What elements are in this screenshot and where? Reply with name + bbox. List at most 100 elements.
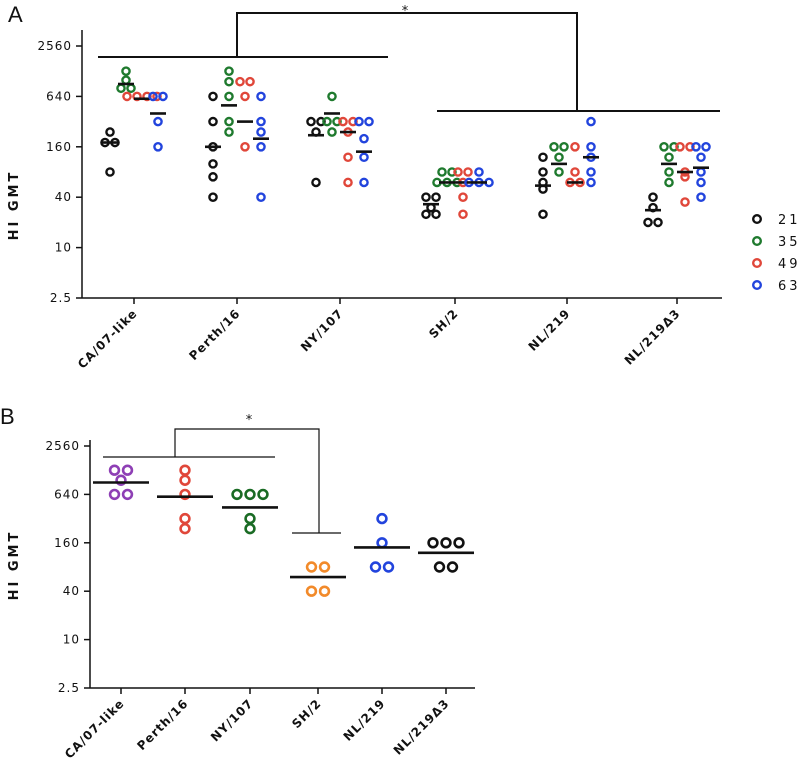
point-series-63 xyxy=(696,177,706,188)
point-darkgreen xyxy=(257,488,269,501)
point-series-35 xyxy=(664,152,674,163)
point-series-63 xyxy=(696,167,706,177)
point-series-49 xyxy=(235,76,245,87)
legend-label-63: 63 xyxy=(778,279,800,294)
category-label: NY/107 xyxy=(208,696,256,744)
point-darkgreen xyxy=(231,488,243,501)
point-series-21 xyxy=(431,209,441,220)
point-red xyxy=(179,464,191,476)
point-series-63 xyxy=(696,192,706,202)
point-series-35 xyxy=(224,116,234,127)
category-label: CA/07-like xyxy=(62,696,127,761)
point-series-63 xyxy=(364,116,374,127)
point-series-49 xyxy=(463,167,473,177)
point-series-21 xyxy=(208,159,218,169)
point-series-21 xyxy=(538,167,548,177)
panel-b-significance: * xyxy=(103,413,341,534)
point-series-63 xyxy=(153,141,163,152)
point-series-35 xyxy=(549,141,559,152)
point-series-49 xyxy=(458,192,468,202)
panel-a-significance: * xyxy=(98,4,720,112)
panel-a-y-ticks: 2560 640 160 40 10 2.5 xyxy=(37,39,72,305)
point-series-35 xyxy=(659,141,669,152)
point-series-35 xyxy=(121,75,131,85)
point-series-21 xyxy=(538,152,548,163)
point-series-49 xyxy=(453,167,463,177)
panel-a-y-title: HI GMT xyxy=(7,170,22,241)
point-purple xyxy=(108,464,121,476)
y-tick-label: 640 xyxy=(46,89,72,103)
point-series-49 xyxy=(245,76,255,87)
point-series-49 xyxy=(348,116,358,127)
point-series-49 xyxy=(343,177,353,188)
point-series-35 xyxy=(332,116,342,127)
point-series-63 xyxy=(158,91,168,102)
point-orange xyxy=(305,585,318,597)
panel-b-points xyxy=(93,464,474,597)
legend-marker-63 xyxy=(752,280,763,291)
point-series-63 xyxy=(701,141,711,152)
point-series-21 xyxy=(105,127,115,137)
point-series-63 xyxy=(359,177,369,188)
point-series-21 xyxy=(311,177,321,188)
y-tick-label: 160 xyxy=(54,536,80,550)
point-series-63 xyxy=(474,167,484,177)
category-label: SH/2 xyxy=(426,306,461,341)
point-series-35 xyxy=(327,127,337,137)
point-series-63 xyxy=(359,152,369,163)
panel-b: B HI GMT 2560 640 160 40 10 2.5 CA/07-like Per… xyxy=(0,404,475,761)
point-series-35 xyxy=(554,167,564,177)
point-series-21 xyxy=(208,91,218,102)
point-purple xyxy=(108,488,121,501)
point-black xyxy=(446,561,459,573)
y-tick-label: 40 xyxy=(55,190,72,204)
point-series-63 xyxy=(256,127,266,137)
panel-a-category-labels: CA/07-like Perth/16 NY/107 SH/2 NL/219 NL/219… xyxy=(75,306,683,371)
point-series-21 xyxy=(105,167,115,177)
point-series-21 xyxy=(316,116,326,127)
category-label: CA/07-like xyxy=(75,306,140,371)
legend-label-35: 35 xyxy=(778,235,800,250)
legend-label-49: 49 xyxy=(778,257,800,272)
point-orange xyxy=(318,561,331,573)
point-series-63 xyxy=(691,141,701,152)
point-series-63 xyxy=(256,192,266,202)
bracket-connector xyxy=(174,428,320,533)
panel-b-significance-star: * xyxy=(246,413,253,428)
point-series-21 xyxy=(538,209,548,220)
point-series-35 xyxy=(554,152,564,163)
point-purple xyxy=(121,464,134,476)
point-series-63 xyxy=(586,141,596,152)
category-label: NL/219 xyxy=(526,306,573,353)
point-series-21 xyxy=(431,192,441,202)
point-series-49 xyxy=(680,172,690,182)
y-tick-label: 10 xyxy=(63,633,80,647)
point-series-63 xyxy=(153,116,163,127)
point-series-63 xyxy=(148,91,158,102)
point-series-35 xyxy=(447,167,457,177)
point-series-35 xyxy=(224,66,234,76)
point-series-35 xyxy=(664,167,674,177)
point-series-63 xyxy=(586,116,596,127)
point-series-21 xyxy=(208,172,218,182)
y-tick-label: 2.5 xyxy=(50,291,72,305)
point-black xyxy=(427,537,439,549)
point-red xyxy=(179,522,191,535)
point-series-35 xyxy=(669,141,679,152)
y-tick-label: 2560 xyxy=(45,439,80,453)
point-series-49 xyxy=(570,167,580,177)
point-series-21 xyxy=(208,116,218,127)
point-series-49 xyxy=(343,152,353,163)
point-darkgreen xyxy=(244,488,256,501)
point-darkgreen xyxy=(244,512,256,525)
panel-a-significance-star: * xyxy=(402,4,409,19)
point-series-63 xyxy=(256,91,266,102)
point-series-21 xyxy=(648,192,658,202)
panel-a-label: A xyxy=(8,2,23,27)
point-series-63 xyxy=(586,177,596,188)
bracket-connector xyxy=(236,12,578,111)
point-black xyxy=(433,561,446,573)
point-series-35 xyxy=(327,91,337,102)
point-blue xyxy=(376,537,388,549)
point-black xyxy=(453,537,465,549)
